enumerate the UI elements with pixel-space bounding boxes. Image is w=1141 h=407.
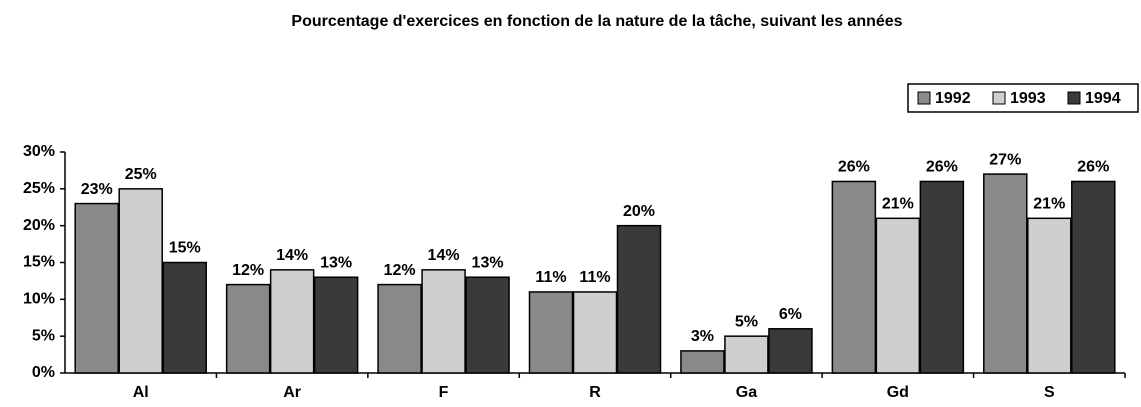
x-tick-label: Al bbox=[133, 384, 149, 401]
bar bbox=[572, 291, 618, 374]
bar bbox=[983, 173, 1028, 374]
value-label: 12% bbox=[232, 262, 264, 279]
x-tick-label: F bbox=[439, 384, 449, 401]
value-label: 11% bbox=[579, 269, 610, 286]
value-label: 12% bbox=[384, 262, 416, 279]
value-label: 20% bbox=[623, 203, 655, 220]
bar bbox=[831, 180, 877, 374]
bar bbox=[313, 276, 359, 374]
bar bbox=[1071, 180, 1116, 374]
legend-label: 1994 bbox=[1085, 90, 1121, 107]
value-label: 26% bbox=[838, 159, 870, 176]
value-label: 15% bbox=[169, 240, 201, 257]
bar bbox=[118, 188, 163, 374]
value-label: 14% bbox=[428, 247, 460, 264]
x-tick-label: Gd bbox=[887, 384, 909, 401]
y-tick-label: 10% bbox=[23, 291, 55, 308]
value-label: 23% bbox=[81, 181, 113, 198]
x-tick-label: Ar bbox=[283, 384, 301, 401]
legend-swatch bbox=[992, 91, 1006, 105]
bar bbox=[528, 291, 574, 374]
bar bbox=[465, 276, 510, 374]
y-tick-label: 0% bbox=[32, 364, 55, 381]
value-label: 27% bbox=[989, 151, 1021, 168]
value-label: 21% bbox=[1033, 196, 1065, 213]
x-tick-label: Ga bbox=[736, 384, 757, 401]
bar bbox=[680, 350, 725, 374]
bar bbox=[269, 269, 315, 374]
y-tick-label: 5% bbox=[32, 327, 55, 344]
chart-title: Pourcentage d'exercices en fonction de l… bbox=[291, 13, 902, 30]
value-label: 3% bbox=[691, 328, 714, 345]
bar bbox=[919, 180, 965, 374]
value-label: 26% bbox=[1077, 159, 1109, 176]
x-tick-label: R bbox=[589, 384, 601, 401]
y-tick-label: 25% bbox=[23, 180, 55, 197]
value-label: 13% bbox=[472, 254, 504, 271]
bar bbox=[1027, 217, 1072, 374]
legend-label: 1993 bbox=[1010, 90, 1046, 107]
x-tick-label: S bbox=[1044, 384, 1055, 401]
legend-box bbox=[907, 83, 1139, 113]
value-label: 25% bbox=[125, 166, 157, 183]
value-label: 21% bbox=[882, 196, 914, 213]
value-label: 5% bbox=[735, 313, 758, 330]
value-label: 6% bbox=[779, 306, 802, 323]
value-label: 13% bbox=[320, 254, 352, 271]
bar bbox=[616, 224, 662, 374]
bar bbox=[724, 335, 769, 374]
bar bbox=[768, 328, 813, 374]
y-tick-label: 30% bbox=[23, 143, 55, 160]
legend-swatch bbox=[917, 91, 931, 105]
y-tick-label: 15% bbox=[23, 254, 55, 271]
bar bbox=[377, 283, 422, 374]
value-label: 26% bbox=[926, 159, 958, 176]
legend-swatch bbox=[1067, 91, 1081, 105]
legend-label: 1992 bbox=[935, 90, 971, 107]
bar bbox=[875, 217, 921, 374]
bar bbox=[421, 269, 466, 374]
value-label: 11% bbox=[535, 269, 566, 286]
bar bbox=[162, 261, 207, 374]
bar bbox=[225, 283, 271, 374]
value-label: 14% bbox=[276, 247, 308, 264]
y-tick-label: 20% bbox=[23, 217, 55, 234]
bar bbox=[74, 202, 119, 374]
